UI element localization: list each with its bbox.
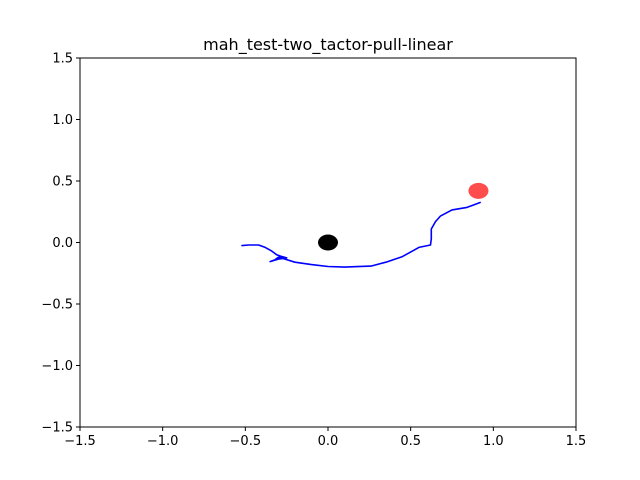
x-tick-label: −1.5 — [64, 434, 96, 449]
x-tick-label: 1.0 — [483, 434, 504, 449]
chart-title: mah_test-two_tactor-pull-linear — [203, 35, 453, 55]
y-axis: −1.5 −1.0 −0.5 0.0 0.5 1.0 1.5 — [41, 52, 80, 436]
target-marker — [468, 182, 489, 199]
y-tick-label: 1.0 — [52, 113, 73, 128]
y-tick-label: −1.5 — [41, 421, 73, 436]
series-layer — [241, 201, 481, 268]
x-tick-label: 1.5 — [566, 434, 587, 449]
trajectory-line — [241, 201, 481, 268]
marker-layer — [318, 182, 489, 251]
x-tick-label: 0.0 — [318, 434, 339, 449]
y-tick-label: −1.0 — [41, 359, 73, 374]
origin-marker — [318, 234, 338, 251]
x-tick-label: 0.5 — [400, 434, 421, 449]
y-tick-label: 0.0 — [52, 236, 73, 251]
x-axis: −1.5 −1.0 −0.5 0.0 0.5 1.0 1.5 — [64, 427, 586, 449]
y-tick-label: 1.5 — [52, 52, 73, 67]
x-tick-label: −1.0 — [147, 434, 179, 449]
y-tick-label: 0.5 — [52, 175, 73, 190]
x-tick-label: −0.5 — [230, 434, 262, 449]
y-tick-label: −0.5 — [41, 298, 73, 313]
